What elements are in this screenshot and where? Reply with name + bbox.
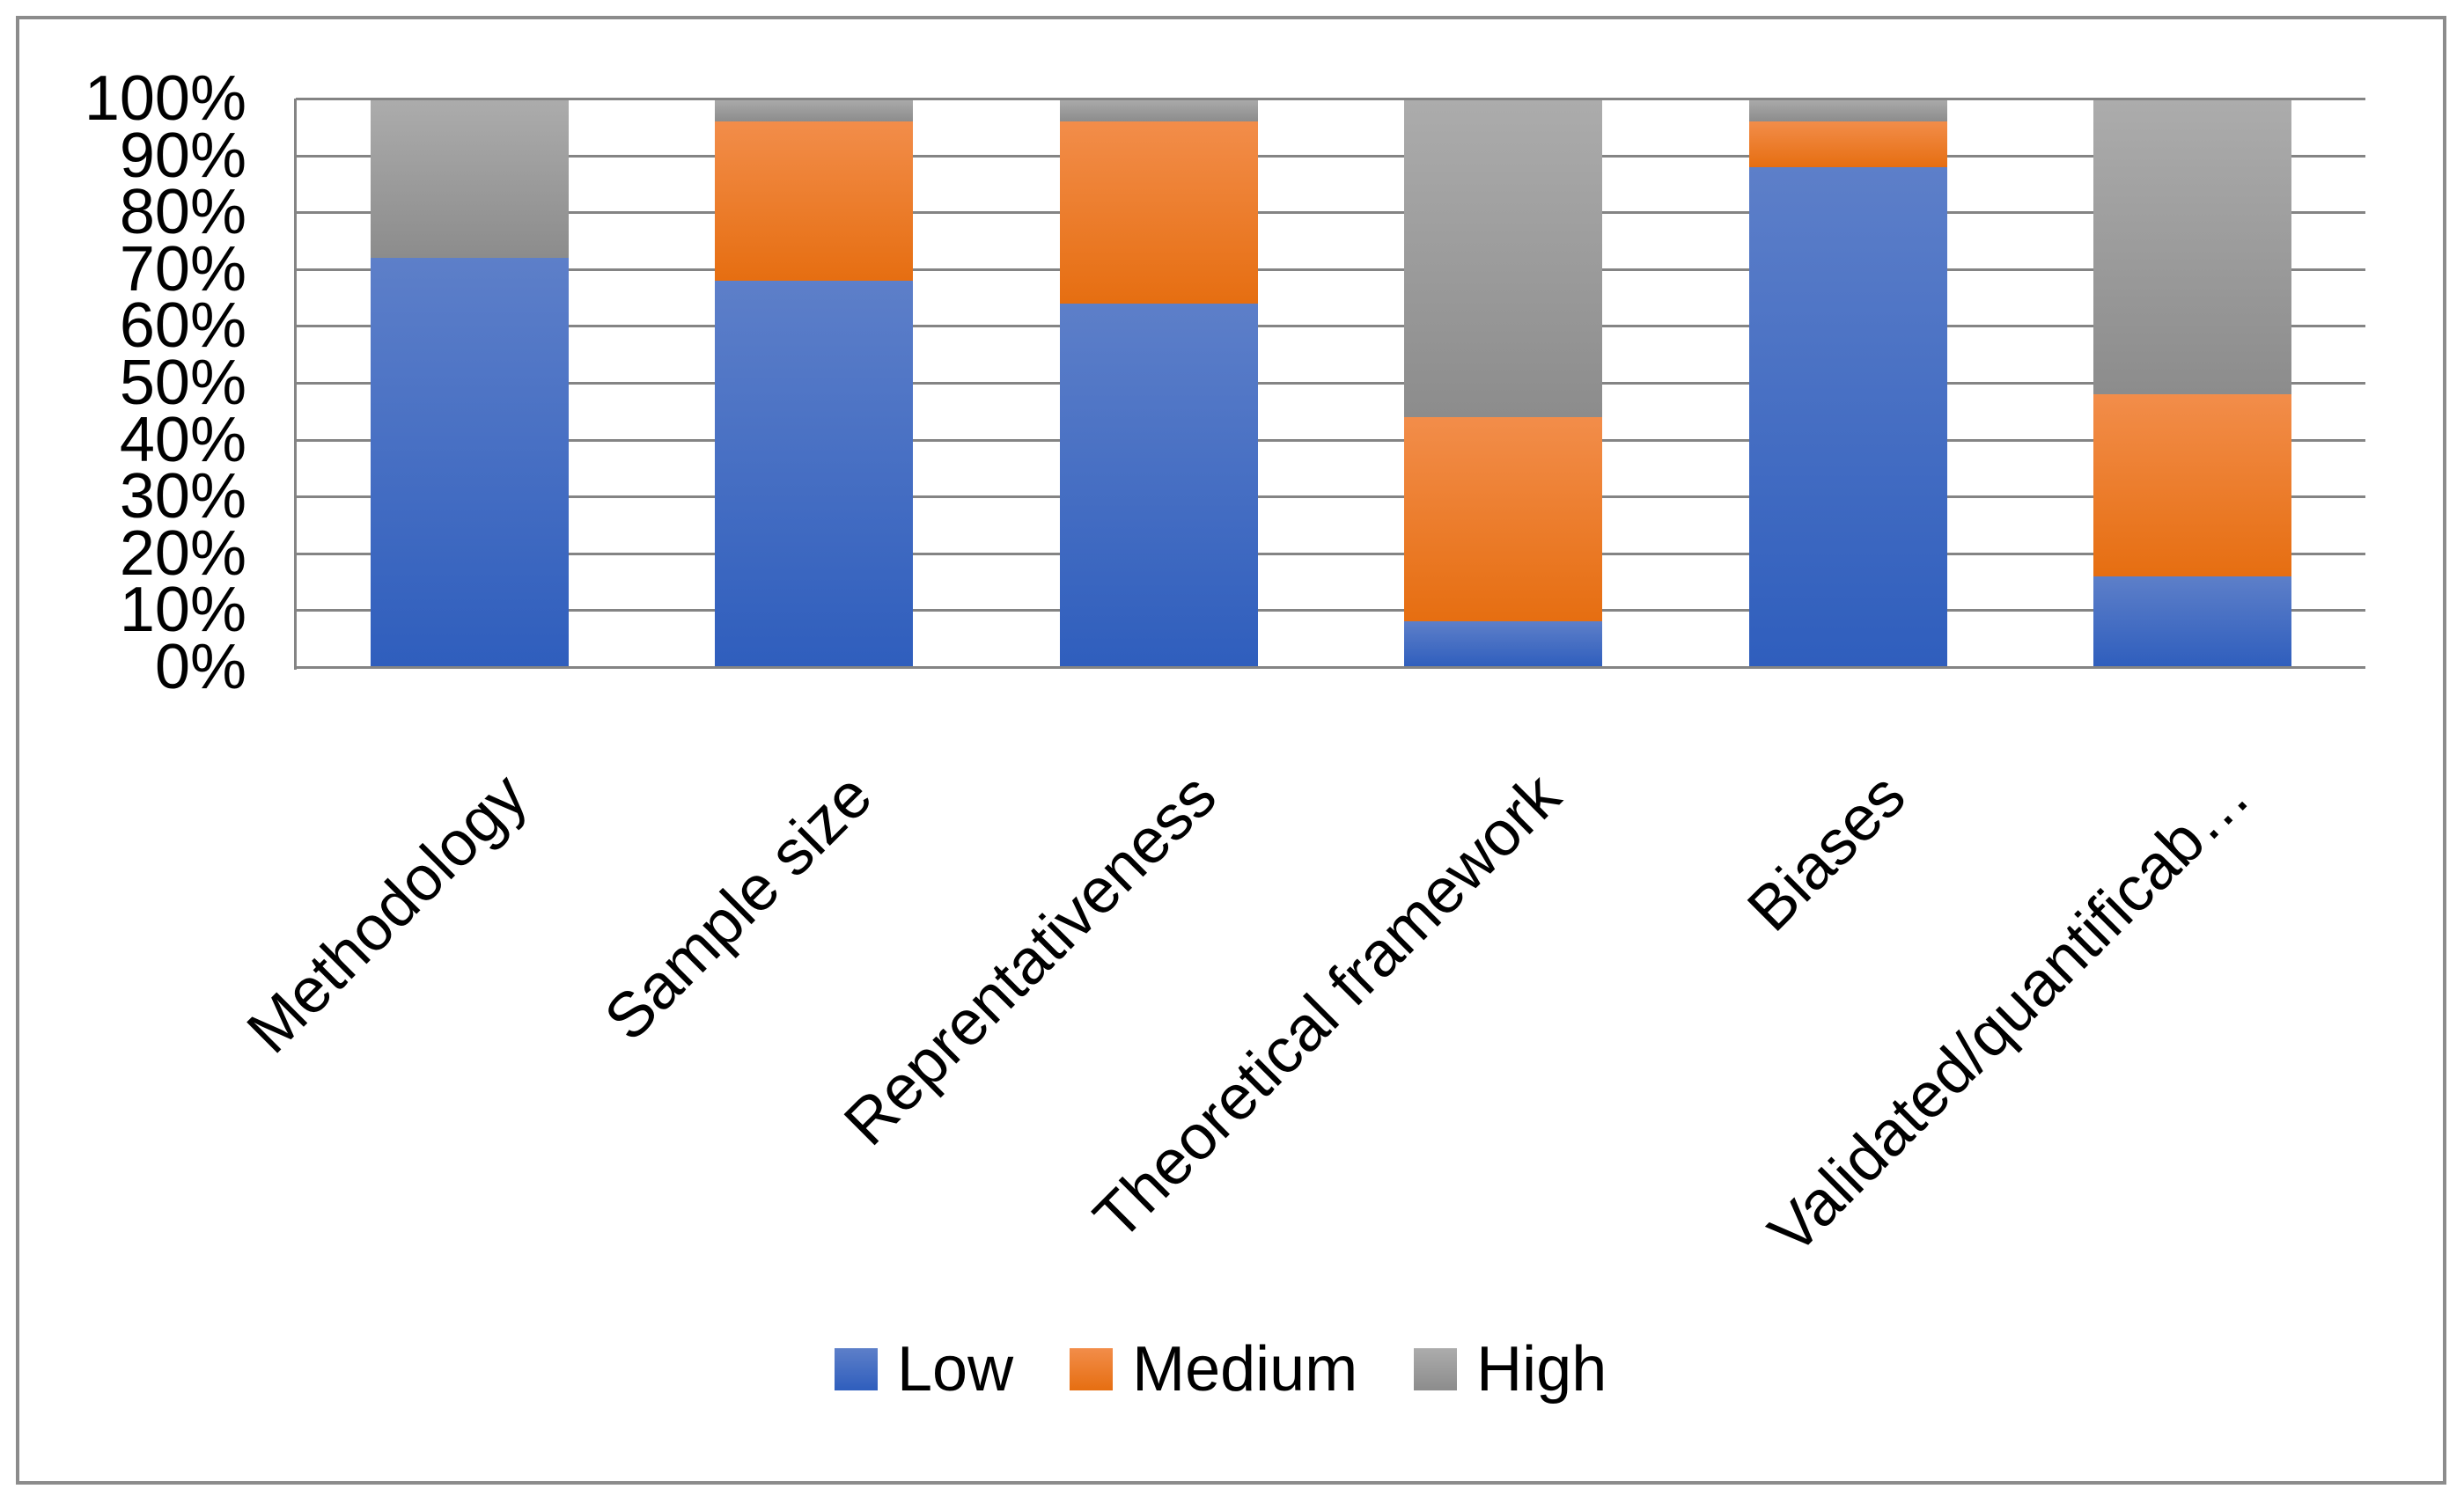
gridline xyxy=(296,438,2365,442)
gridline xyxy=(296,211,2365,215)
y-axis-tick-label: 90% xyxy=(119,120,246,191)
gridline xyxy=(296,154,2365,158)
bar-segment-low xyxy=(1404,621,1603,667)
y-axis-tick-label: 10% xyxy=(119,575,246,646)
bar-segment-high xyxy=(371,99,569,258)
gridline xyxy=(296,666,2365,669)
plot-area xyxy=(296,98,2365,669)
gridline xyxy=(296,495,2365,499)
legend-label: Low xyxy=(897,1334,1014,1405)
bar-segment-low xyxy=(1059,303,1258,667)
bar-segment-low xyxy=(1748,166,1947,667)
y-axis-tick-label: 80% xyxy=(119,177,246,248)
y-axis-tick-label: 0% xyxy=(154,632,246,702)
legend-label: Medium xyxy=(1132,1334,1358,1405)
bar-methodology xyxy=(371,99,569,667)
gridline xyxy=(296,98,2365,100)
legend-swatch-low-icon xyxy=(835,1348,878,1390)
bar-sample-size xyxy=(715,99,914,667)
legend-label: High xyxy=(1476,1334,1607,1405)
bar-segment-medium xyxy=(1059,121,1258,304)
bar-reprentativeness xyxy=(1059,99,1258,667)
gridline xyxy=(296,268,2365,271)
y-axis-tick-label: 50% xyxy=(119,348,246,418)
y-axis-tick-label: 30% xyxy=(119,461,246,532)
bar-segment-medium xyxy=(1404,416,1603,622)
legend-swatch-medium-icon xyxy=(1070,1348,1114,1390)
bar-segment-high xyxy=(1748,99,1947,121)
bar-segment-medium xyxy=(2093,393,2291,576)
gridline xyxy=(296,325,2365,328)
y-axis-line xyxy=(294,99,297,670)
chart-outer-border xyxy=(16,16,2446,1485)
bar-validated-quantificab- xyxy=(2093,99,2291,667)
bar-theoretical-framework xyxy=(1404,99,1603,667)
y-axis-tick-label: 70% xyxy=(119,233,246,304)
bar-segment-high xyxy=(1404,99,1603,417)
bar-segment-low xyxy=(2093,576,2291,667)
bar-segment-high xyxy=(2093,99,2291,394)
bar-segment-medium xyxy=(1748,121,1947,167)
bar-segment-low xyxy=(371,257,569,667)
gridline xyxy=(296,382,2365,385)
bar-biases xyxy=(1748,99,1947,667)
y-axis-tick-label: 60% xyxy=(119,290,246,362)
bar-segment-high xyxy=(715,99,914,121)
bar-segment-high xyxy=(1059,99,1258,121)
bar-segment-low xyxy=(715,280,914,667)
y-axis-tick-label: 40% xyxy=(119,404,246,475)
gridline xyxy=(296,552,2365,555)
legend-swatch-high-icon xyxy=(1414,1348,1458,1390)
bar-segment-medium xyxy=(715,121,914,281)
gridline xyxy=(296,609,2365,612)
legend-item-low: Low xyxy=(835,1336,1013,1403)
legend: Low Medium High xyxy=(835,1331,1607,1408)
y-axis-tick-label: 100% xyxy=(84,63,246,134)
y-axis-tick-label: 20% xyxy=(119,517,246,589)
legend-item-high: High xyxy=(1414,1336,1607,1403)
legend-item-medium: Medium xyxy=(1070,1336,1357,1403)
